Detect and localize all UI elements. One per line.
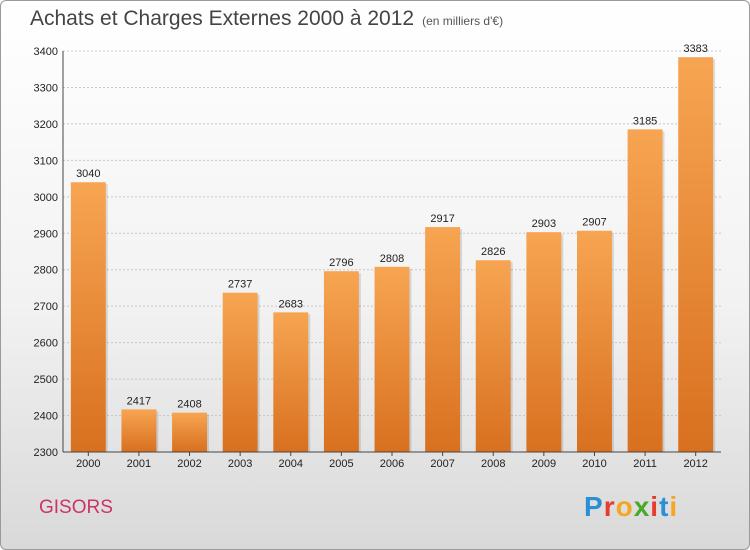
x-tick-label: 2004 [279, 458, 303, 470]
x-tick-label: 2011 [633, 458, 657, 470]
value-label: 2796 [329, 257, 353, 269]
x-tick-label: 2008 [481, 458, 505, 470]
x-tick-label: 2007 [430, 458, 454, 470]
y-tick-label: 2500 [34, 374, 58, 386]
value-label: 2737 [228, 279, 252, 291]
logo-letter: i [669, 491, 679, 522]
x-tick-label: 2010 [582, 458, 606, 470]
y-tick-label: 2300 [34, 447, 58, 459]
value-label: 3040 [76, 168, 100, 180]
chart-title: Achats et Charges Externes 2000 à 2012 (e… [30, 7, 503, 31]
y-tick-label: 2800 [34, 265, 58, 277]
bar-2008 [475, 260, 511, 452]
bar-2011 [627, 129, 663, 453]
bar-2006 [374, 266, 410, 452]
x-tick-label: 2009 [532, 458, 556, 470]
bar-2003 [222, 292, 258, 452]
logo-letter: P [584, 491, 604, 522]
unit-label: (en milliers d'€) [422, 14, 504, 28]
y-tick-label: 2600 [34, 338, 58, 350]
y-tick-label: 3400 [34, 46, 58, 58]
y-tick-label: 3000 [34, 192, 58, 204]
logo-letter: r [603, 491, 616, 522]
bar-2010 [576, 230, 612, 452]
value-label: 3383 [683, 43, 707, 55]
y-tick-label: 2900 [34, 228, 58, 240]
bar-2001 [121, 409, 157, 452]
x-tick-label: 2005 [329, 458, 353, 470]
y-tick-label: 2700 [34, 301, 58, 313]
bar-2012 [678, 57, 714, 453]
logo-letter: t [659, 491, 670, 522]
logo-letter: o [615, 491, 634, 522]
value-label: 2683 [279, 298, 303, 310]
value-label: 2408 [177, 399, 201, 411]
value-label: 2907 [582, 217, 606, 229]
bar-2007 [425, 227, 461, 452]
x-tick-label: 2000 [76, 458, 100, 470]
y-tick-label: 3200 [34, 119, 58, 131]
x-tick-label: 2006 [380, 458, 404, 470]
title-text: Achats et Charges Externes 2000 à 2012 [30, 7, 415, 30]
value-label: 2808 [380, 253, 404, 265]
x-tick-label: 2003 [228, 458, 252, 470]
x-tick-label: 2002 [177, 458, 201, 470]
bars: 3040 2417 2408 2737 2683 2796 2808 2917 2826 2903… [70, 43, 716, 453]
bar-2002 [172, 412, 208, 452]
value-label: 2917 [430, 213, 454, 225]
proxiti-logo: Proxiti [584, 491, 678, 523]
bar-2005 [323, 271, 359, 452]
value-label: 2903 [532, 218, 556, 230]
value-label: 2417 [127, 395, 151, 407]
bar-2004 [273, 312, 309, 452]
logo-letter: i [650, 491, 660, 522]
y-tick-label: 2400 [34, 411, 58, 423]
logo-letter: x [633, 491, 651, 522]
bar-2000 [70, 182, 106, 452]
y-tick-label: 3300 [34, 82, 58, 94]
x-tick-label: 2001 [127, 458, 151, 470]
x-tick-label: 2012 [683, 458, 707, 470]
value-label: 2826 [481, 246, 505, 258]
bar-2009 [526, 232, 562, 452]
value-label: 3185 [633, 115, 657, 127]
y-tick-label: 3100 [34, 155, 58, 167]
city-name: GISORS [39, 497, 113, 518]
axes: 2300 2400 2500 2600 2700 2800 2900 3000 3100 3200… [34, 46, 721, 470]
